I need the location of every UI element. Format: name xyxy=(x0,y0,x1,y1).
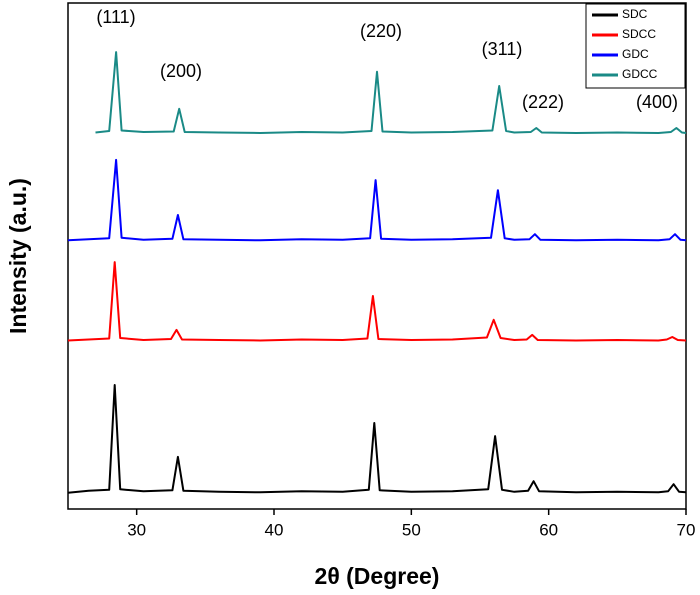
peak-annotation: (111) xyxy=(96,7,135,27)
legend-label: GDC xyxy=(622,47,649,61)
plot-frame xyxy=(67,2,687,510)
x-tick-label: 30 xyxy=(127,520,146,539)
peak-annotation: (400) xyxy=(636,92,678,112)
x-tick-label: 50 xyxy=(402,520,421,539)
legend-label: SDCC xyxy=(622,27,656,41)
series-line xyxy=(67,261,687,342)
series-line xyxy=(67,158,687,242)
x-tick-label: 60 xyxy=(539,520,558,539)
legend-label: SDC xyxy=(622,7,648,21)
x-tick-label: 70 xyxy=(677,520,696,539)
series-line xyxy=(67,384,687,494)
x-tick-label: 40 xyxy=(265,520,284,539)
peak-annotation: (222) xyxy=(522,92,564,112)
x-axis-label: 2θ (Degree) xyxy=(315,563,440,589)
series-line xyxy=(95,51,687,134)
peak-annotation: (200) xyxy=(160,61,202,81)
legend-label: GDCC xyxy=(622,67,658,81)
y-axis-label: Intensity (a.u.) xyxy=(5,178,31,334)
peak-annotation: (311) xyxy=(482,39,523,59)
peak-annotation: (220) xyxy=(360,21,402,41)
